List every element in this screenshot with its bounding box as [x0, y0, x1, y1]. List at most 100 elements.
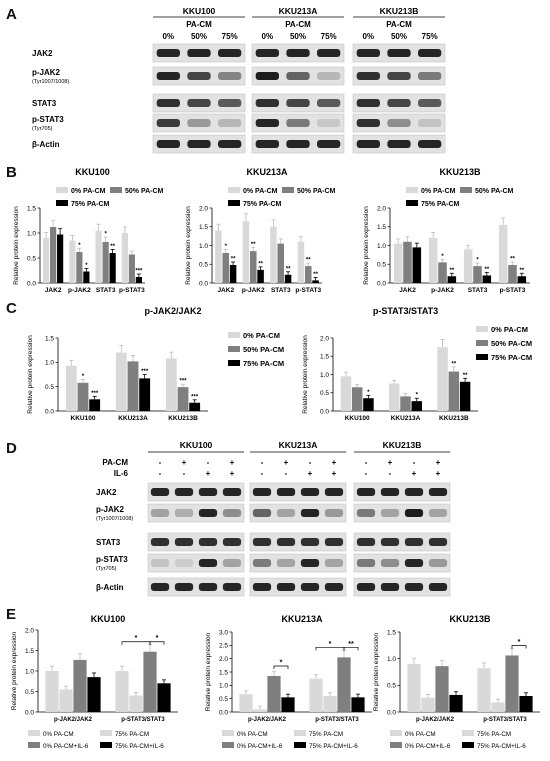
blot-band — [356, 72, 380, 80]
x-category-label: p-JAK2 — [431, 287, 454, 294]
legend-label: 75% PA-CM — [115, 731, 149, 738]
y-tick-label: 0.5 — [199, 262, 208, 269]
blot-strip — [249, 577, 347, 597]
legend-swatch — [282, 187, 294, 193]
blot-band — [300, 538, 320, 546]
y-tick-label: 2.0 — [199, 205, 208, 212]
x-category-label: p-JAK2 — [68, 287, 91, 294]
legend-swatch — [56, 187, 68, 193]
blot-band — [404, 509, 424, 517]
data-bar — [312, 280, 319, 283]
cell-line-label: KKU100 — [180, 440, 213, 450]
legend-label: 50% PA-CM — [475, 188, 514, 195]
blot-strip — [353, 553, 451, 573]
cell-line-label: KKU213B — [383, 440, 422, 450]
significance-star: *** — [179, 379, 187, 385]
blot-band — [356, 583, 376, 591]
il6-sign: - — [285, 469, 288, 478]
protein-sublabel: (Tyr705) — [96, 566, 117, 572]
blot-band — [174, 488, 194, 496]
legend-swatch — [406, 187, 418, 193]
data-bar — [309, 678, 323, 712]
x-category-label: JAK2 — [45, 287, 62, 294]
data-bar — [177, 387, 189, 411]
y-tick-label: 0.0 — [377, 280, 386, 287]
data-bar — [388, 383, 400, 411]
data-bar — [165, 358, 177, 411]
x-category-label: STAT3 — [468, 287, 488, 294]
data-bar — [43, 238, 50, 283]
significance-star: * — [225, 244, 228, 250]
y-tick-label: 0.5 — [25, 689, 34, 696]
chart-title: p-STAT3/STAT3 — [373, 306, 438, 316]
blot-band — [222, 559, 242, 567]
blot-band — [356, 488, 376, 496]
y-tick-label: 0.0 — [45, 408, 54, 415]
data-bar — [270, 226, 277, 283]
blot-band — [380, 538, 400, 546]
blot-band — [324, 538, 344, 546]
significance-star: ** — [510, 257, 515, 263]
blot-band — [198, 488, 218, 496]
y-tick-label: 1.5 — [320, 354, 329, 361]
data-bar — [498, 224, 508, 283]
legend-swatch — [228, 360, 240, 366]
x-category-label: p-STAT3 — [119, 287, 145, 294]
data-bar — [363, 398, 374, 411]
blot-band — [418, 99, 442, 107]
blot-strip — [147, 503, 245, 523]
significance-star: ** — [519, 268, 524, 274]
x-category-label: p-JAK2/JAK2 — [54, 717, 93, 723]
blot-band — [356, 119, 380, 127]
blot-band — [276, 488, 296, 496]
pacm-sign: - — [159, 458, 162, 467]
y-tick-label: 2.0 — [377, 205, 386, 212]
y-tick-label: 0.0 — [387, 709, 396, 716]
x-category-label: p-STAT3/STAT3 — [483, 717, 527, 723]
y-tick-label: 1.0 — [219, 683, 228, 690]
blot-band — [387, 49, 411, 57]
significance-bracket — [273, 665, 289, 669]
y-tick-label: 1.0 — [27, 230, 36, 237]
y-tick-label: 1.0 — [387, 656, 396, 663]
bar-chart-panel-b: KKU100 Relative protein expression 0.0 0.5 1… — [0, 160, 550, 300]
concentration-label: 0% — [262, 32, 274, 41]
significance-star: ** — [348, 641, 354, 648]
pacm-sign: - — [261, 458, 264, 467]
data-bar — [229, 265, 237, 283]
data-bar — [121, 233, 128, 283]
blot-band — [404, 538, 424, 546]
legend-label: 0% PA-CM — [243, 331, 280, 340]
significance-star: * — [476, 258, 479, 264]
blot-band — [428, 538, 448, 546]
blot-strip — [147, 577, 245, 597]
y-tick-label: 0.0 — [219, 709, 228, 716]
blot-band — [356, 99, 380, 107]
blot-band — [317, 119, 341, 127]
legend-label: 0% PA-CM — [421, 188, 456, 195]
y-tick-label: 0.0 — [25, 709, 34, 716]
legend-label: 0% PA-CM+IL-6 — [237, 743, 283, 750]
significance-star: ** — [231, 257, 236, 263]
blot-band — [198, 583, 218, 591]
blot-band — [418, 49, 442, 57]
blot-band — [380, 559, 400, 567]
data-bar — [157, 683, 171, 712]
y-tick-label: 0.5 — [45, 384, 54, 391]
blot-band — [156, 119, 180, 127]
blot-band — [255, 99, 279, 107]
legend-label: 0% PA-CM — [243, 188, 278, 195]
row-label-il6: IL-6 — [114, 469, 129, 478]
y-tick-label: 1.0 — [320, 372, 329, 379]
blot-strip — [152, 113, 246, 133]
legend-label: 75% PA-CM+IL-6 — [309, 743, 358, 750]
chart-title: KKU100 — [75, 167, 110, 177]
panel-label-d: D — [6, 440, 17, 457]
x-category-label: KKU213A — [391, 415, 421, 422]
y-tick-label: 0.0 — [27, 280, 36, 287]
blot-strip — [249, 503, 347, 523]
blot-band — [286, 49, 310, 57]
y-axis-label: Relative protein expression — [185, 206, 192, 285]
significance-star: ** — [449, 268, 454, 274]
x-category-label: JAK2 — [217, 287, 234, 294]
